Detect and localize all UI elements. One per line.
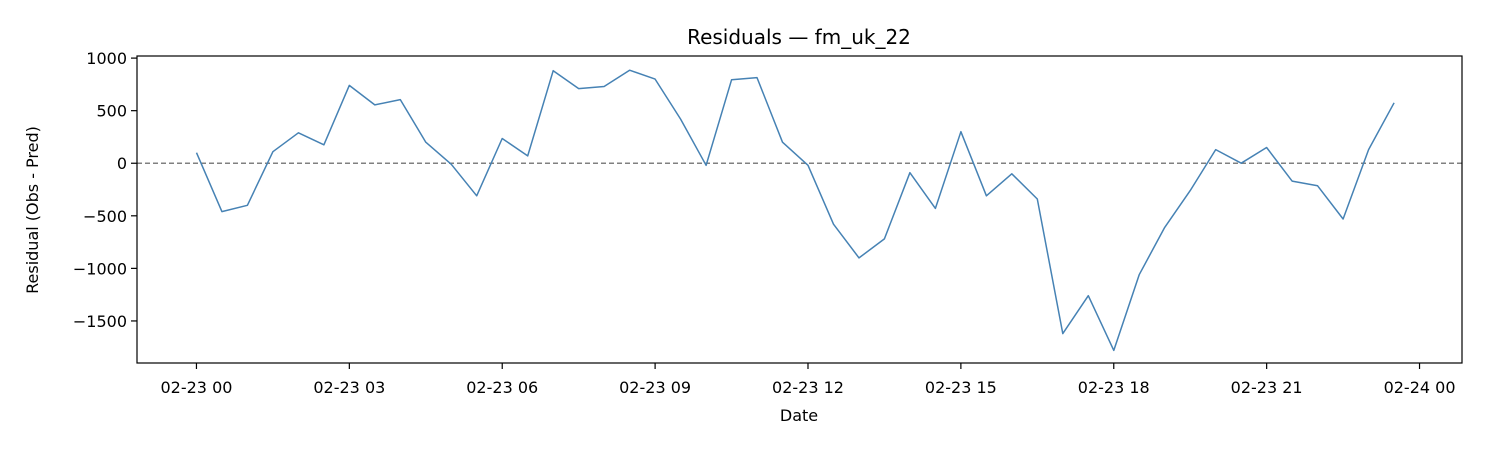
y-tick-label: −1000 bbox=[73, 259, 127, 278]
residual-series-line bbox=[195, 69, 1395, 352]
chart-title: Residuals — fm_uk_22 bbox=[687, 25, 911, 49]
plot-frame bbox=[136, 55, 1463, 364]
series-layer bbox=[195, 69, 1395, 352]
y-tick-label: 1000 bbox=[86, 49, 127, 68]
x-axis-title: Date bbox=[780, 406, 818, 425]
y-tick-label: −500 bbox=[83, 207, 127, 226]
x-tick-label: 02-23 18 bbox=[1078, 378, 1150, 397]
y-axis-title: Residual (Obs - Pred) bbox=[23, 126, 42, 294]
x-tick-label: 02-23 12 bbox=[772, 378, 844, 397]
y-tick-label: 0 bbox=[117, 154, 127, 173]
x-tick-label: 02-23 09 bbox=[619, 378, 691, 397]
x-tick-label: 02-23 15 bbox=[925, 378, 997, 397]
x-tick-label: 02-23 06 bbox=[466, 378, 538, 397]
y-axis: 1000 500 0 −500 −1000 −1500 bbox=[73, 49, 137, 331]
x-axis: 02-23 00 02-23 03 02-23 06 02-23 09 02-23 12… bbox=[160, 363, 1456, 397]
x-tick-label: 02-24 00 bbox=[1384, 378, 1456, 397]
x-tick-label: 02-23 00 bbox=[160, 378, 232, 397]
x-tick-label: 02-23 03 bbox=[313, 378, 385, 397]
y-tick-label: 500 bbox=[96, 102, 127, 121]
x-tick-label: 02-23 21 bbox=[1231, 378, 1303, 397]
y-tick-label: −1500 bbox=[73, 312, 127, 331]
